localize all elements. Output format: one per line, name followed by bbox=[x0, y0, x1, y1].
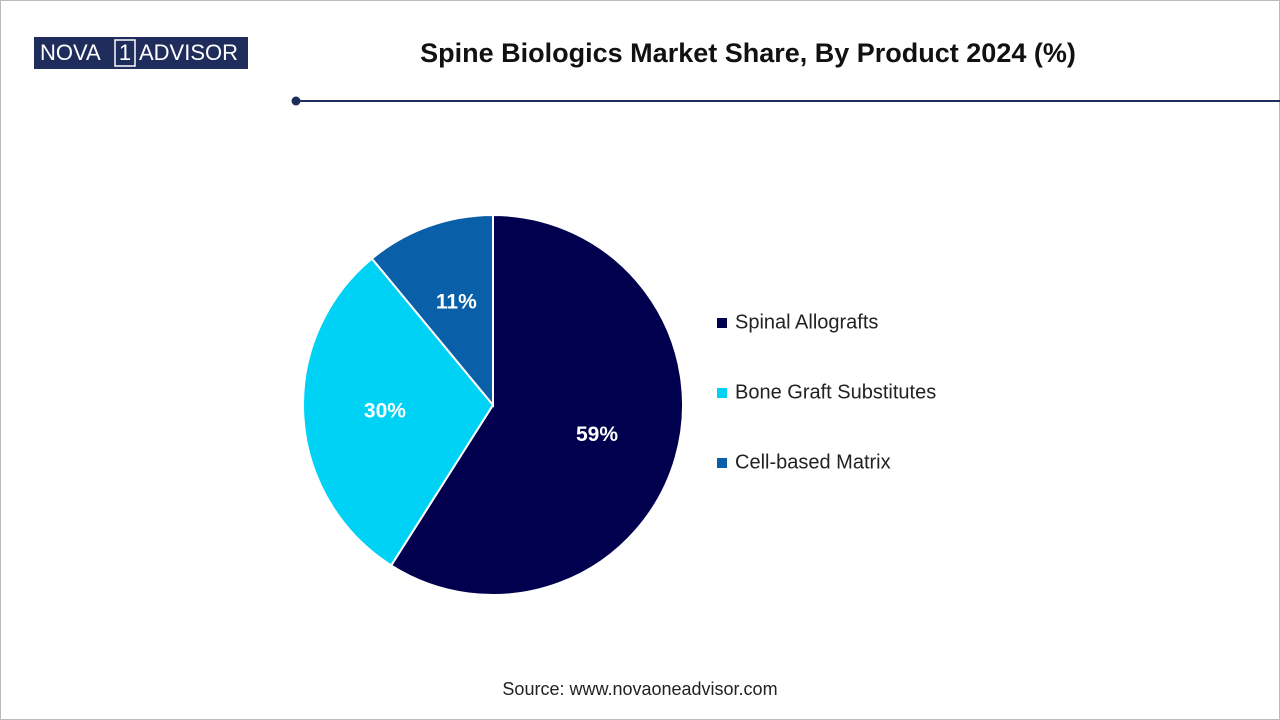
source: Source: www.novaoneadvisor.com bbox=[502, 679, 777, 699]
legend-label: Bone Graft Substitutes bbox=[735, 381, 936, 403]
value-label: 59% bbox=[576, 423, 618, 446]
pie-slice bbox=[389, 213, 684, 596]
legend-label: Cell-based Matrix bbox=[735, 451, 891, 473]
legend-label: Spinal Allografts bbox=[735, 311, 878, 333]
logo-box bbox=[34, 37, 248, 69]
legend-swatch bbox=[717, 388, 727, 398]
logo-text: ADVISOR bbox=[139, 40, 238, 65]
value-label: 30% bbox=[364, 399, 406, 422]
legend-swatch bbox=[717, 458, 727, 468]
logo-text: NOVA bbox=[40, 40, 101, 65]
logo-mark-box bbox=[114, 39, 136, 67]
logo: NOVA 1 ADVISOR bbox=[34, 37, 248, 69]
pie-slice bbox=[370, 213, 494, 408]
value-label: 11% bbox=[436, 291, 477, 314]
chart-title: Spine Biologics Market Share, By Product… bbox=[420, 38, 1076, 68]
logo-text: 1 bbox=[119, 40, 131, 65]
pie-slice bbox=[302, 257, 495, 567]
legend-swatch bbox=[717, 318, 727, 328]
